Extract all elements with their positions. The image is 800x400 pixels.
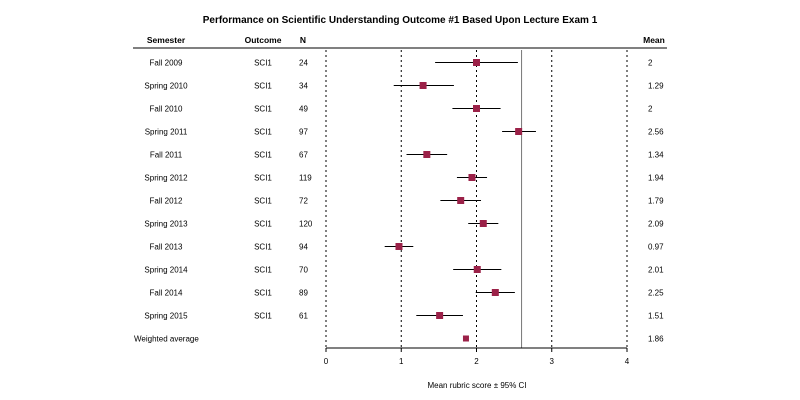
row-semester: Spring 2013 xyxy=(144,220,188,229)
row-mean: 2.56 xyxy=(648,128,664,137)
estimate-marker xyxy=(419,82,427,89)
row-outcome: SCI1 xyxy=(254,220,272,229)
row-outcome: SCI1 xyxy=(254,82,272,91)
estimate-marker xyxy=(423,151,431,158)
estimate-marker xyxy=(436,312,444,319)
row-mean: 1.34 xyxy=(648,151,664,160)
row-n: 97 xyxy=(299,128,308,137)
row-mean: 1.51 xyxy=(648,312,664,321)
row-mean: 2.01 xyxy=(648,266,664,275)
row-mean: 0.97 xyxy=(648,243,664,252)
estimate-marker xyxy=(473,266,481,273)
row-mean: 1.94 xyxy=(648,174,664,183)
estimate-marker xyxy=(468,174,476,181)
chart-title: Performance on Scientific Understanding … xyxy=(203,15,598,26)
estimate-marker xyxy=(515,128,523,135)
estimate-marker xyxy=(479,220,487,227)
row-outcome: SCI1 xyxy=(254,289,272,298)
row-outcome: SCI1 xyxy=(254,197,272,206)
row-mean: 1.29 xyxy=(648,82,664,91)
estimate-marker xyxy=(395,243,403,250)
x-tick-label: 1 xyxy=(399,357,404,366)
x-axis-ticks: 0 1 2 3 4 xyxy=(324,348,630,366)
row-n: 94 xyxy=(299,243,308,252)
row-semester: Fall 2011 xyxy=(150,151,183,160)
row-n: 49 xyxy=(299,105,308,114)
row-semester: Spring 2012 xyxy=(144,174,188,183)
estimate-marks xyxy=(384,59,536,342)
row-semester: Spring 2014 xyxy=(144,266,188,275)
row-n: 24 xyxy=(299,59,308,68)
row-outcome: SCI1 xyxy=(254,128,272,137)
row-n: 70 xyxy=(299,266,308,275)
row-mean: 2 xyxy=(648,59,653,68)
row-outcome: SCI1 xyxy=(254,174,272,183)
row-labels: Fall 2009 SCI1 24 2 Spring 2010 SCI1 34 1.29 Fal… xyxy=(134,59,664,344)
row-outcome: SCI1 xyxy=(254,105,272,114)
row-mean: 2.25 xyxy=(648,289,664,298)
row-mean: 2.09 xyxy=(648,220,664,229)
header-mean: Mean xyxy=(643,35,665,45)
row-semester: Fall 2013 xyxy=(150,243,183,252)
row-semester: Fall 2014 xyxy=(150,289,183,298)
row-semester: Fall 2009 xyxy=(150,59,183,68)
header-semester: Semester xyxy=(147,35,186,45)
row-n: 72 xyxy=(299,197,308,206)
row-mean: 1.79 xyxy=(648,197,664,206)
row-semester: Fall 2012 xyxy=(150,197,183,206)
header-outcome: Outcome xyxy=(245,35,282,45)
summary-label: Weighted average xyxy=(134,335,199,344)
summary-mean: 1.86 xyxy=(648,335,664,344)
x-tick-label: 2 xyxy=(474,357,479,366)
row-outcome: SCI1 xyxy=(254,266,272,275)
row-n: 120 xyxy=(299,220,313,229)
estimate-marker xyxy=(457,197,465,204)
row-outcome: SCI1 xyxy=(254,243,272,252)
row-n: 89 xyxy=(299,289,308,298)
estimate-marker xyxy=(491,289,499,296)
row-n: 61 xyxy=(299,312,308,321)
row-outcome: SCI1 xyxy=(254,151,272,160)
row-n: 34 xyxy=(299,82,308,91)
x-axis-title: Mean rubric score ± 95% CI xyxy=(427,381,526,390)
x-tick-label: 0 xyxy=(324,357,329,366)
row-semester: Spring 2011 xyxy=(145,128,188,137)
reference-lines xyxy=(325,50,628,348)
row-semester: Spring 2010 xyxy=(144,82,188,91)
row-n: 119 xyxy=(299,174,312,183)
summary-marker xyxy=(462,335,469,342)
estimate-marker xyxy=(473,59,480,66)
row-outcome: SCI1 xyxy=(254,312,272,321)
x-tick-label: 3 xyxy=(550,357,555,366)
estimate-marker xyxy=(473,105,480,112)
x-tick-label: 4 xyxy=(625,357,630,366)
header-n: N xyxy=(300,35,306,45)
row-semester: Spring 2015 xyxy=(144,312,188,321)
row-n: 67 xyxy=(299,151,308,160)
row-semester: Fall 2010 xyxy=(150,105,183,114)
row-mean: 2 xyxy=(648,105,653,114)
row-outcome: SCI1 xyxy=(254,59,272,68)
